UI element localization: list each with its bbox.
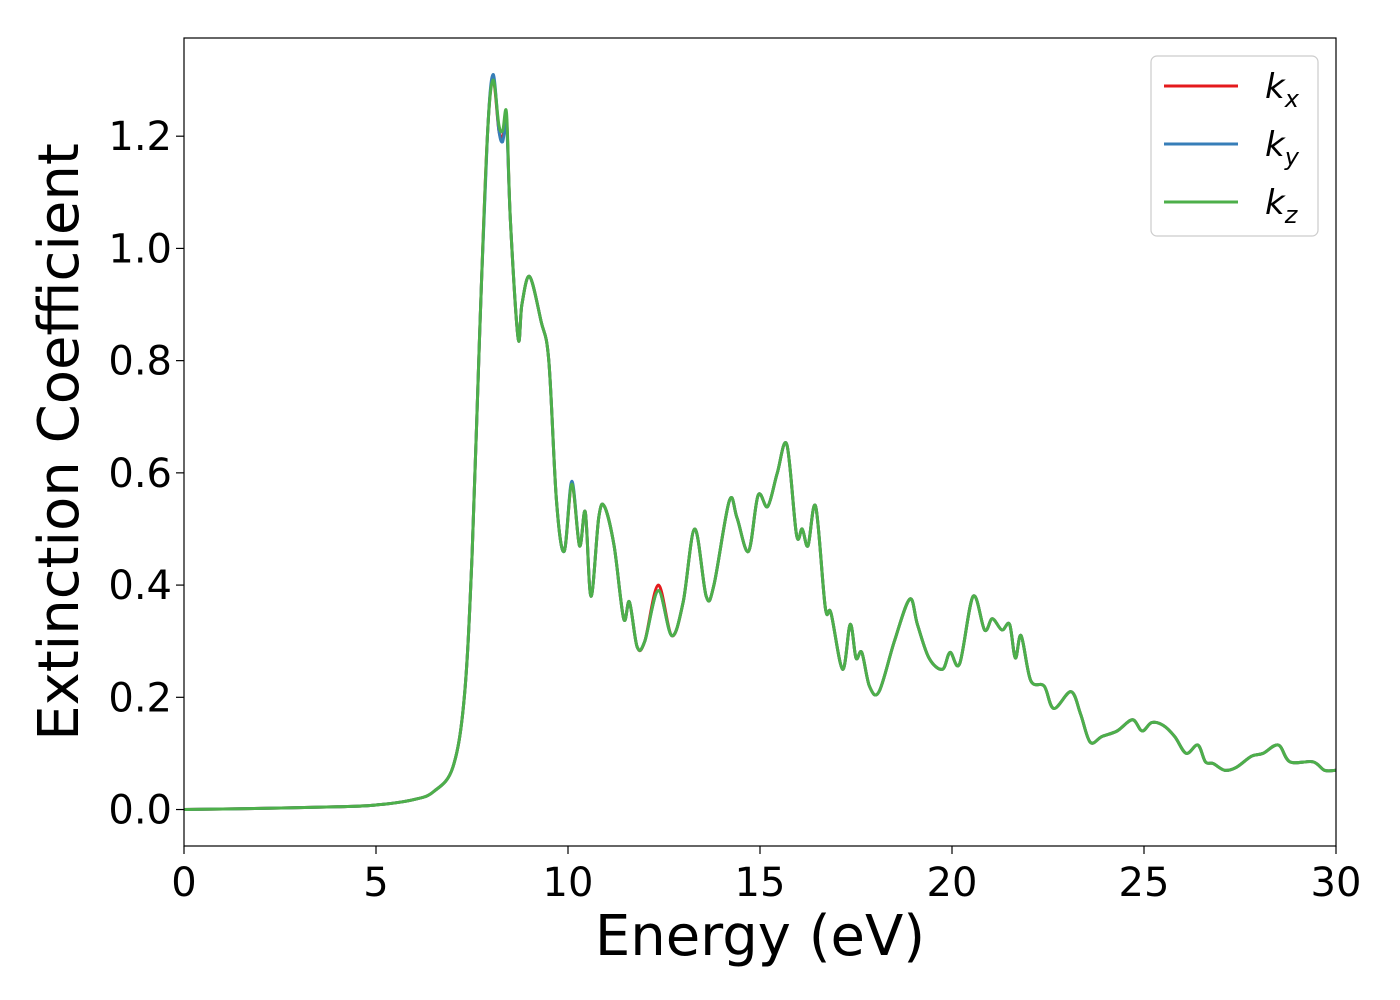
legend-box <box>1150 55 1319 237</box>
y-tick-label: 0.4 <box>108 563 172 609</box>
y-tick-label: 0.8 <box>108 339 172 385</box>
y-axis: 0.0 0.2 0.4 0.6 0.8 1.0 1.2 <box>108 114 184 834</box>
x-tick-label: 5 <box>363 860 388 906</box>
x-tick-label: 25 <box>1119 860 1170 906</box>
series-line-k-z <box>184 78 1336 811</box>
y-tick-label: 0.6 <box>108 451 172 497</box>
legend-label: ky <box>1265 125 1300 171</box>
series-layer <box>184 72 1336 811</box>
x-tick-label: 0 <box>171 860 196 906</box>
y-tick-label: 0.2 <box>108 675 172 721</box>
x-tick-label: 20 <box>927 860 978 906</box>
x-axis: 0 5 10 15 20 25 30 <box>171 846 1361 906</box>
x-tick-label: 15 <box>735 860 786 906</box>
legend-label: kx <box>1265 67 1300 113</box>
x-axis-title: Energy (eV) <box>595 904 925 969</box>
y-tick-label: 1.2 <box>108 114 172 160</box>
x-tick-label: 10 <box>543 860 594 906</box>
y-tick-label: 1.0 <box>108 226 172 272</box>
x-tick-label: 30 <box>1311 860 1362 906</box>
y-axis-title: Extinction Coefficient <box>27 143 92 741</box>
y-tick-label: 0.0 <box>108 788 172 834</box>
legend: kx ky kz <box>1150 55 1319 237</box>
legend-label: kz <box>1265 183 1299 229</box>
